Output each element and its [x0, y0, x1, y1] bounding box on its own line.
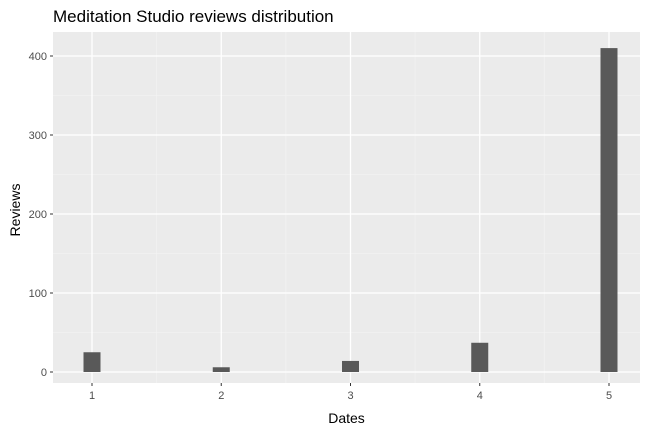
minor-gridlines	[53, 32, 640, 383]
x-axis-title: Dates	[328, 410, 365, 426]
y-axis-ticks: 0 100 200 300 400	[29, 51, 53, 379]
bar-1	[83, 352, 101, 372]
x-tick-label: 4	[477, 390, 483, 402]
chart-title: Meditation Studio reviews distribution	[53, 7, 334, 26]
plot-panel	[53, 32, 640, 383]
x-tick-label: 2	[218, 390, 224, 402]
bar-5	[600, 48, 618, 372]
bar-4	[471, 342, 489, 372]
y-tick-label: 100	[29, 288, 47, 300]
y-axis-title: Reviews	[7, 184, 23, 237]
y-tick-label: 400	[29, 51, 47, 63]
x-tick-label: 3	[347, 390, 353, 402]
bar-2	[212, 367, 230, 372]
x-tick-label: 5	[606, 390, 612, 402]
y-tick-label: 300	[29, 130, 47, 142]
bar-3	[342, 360, 359, 372]
bars	[83, 48, 618, 372]
y-tick-label: 0	[41, 367, 47, 379]
y-tick-label: 200	[29, 209, 47, 221]
x-tick-label: 1	[89, 390, 95, 402]
x-axis-ticks: 1 2 3 4 5	[89, 383, 612, 402]
